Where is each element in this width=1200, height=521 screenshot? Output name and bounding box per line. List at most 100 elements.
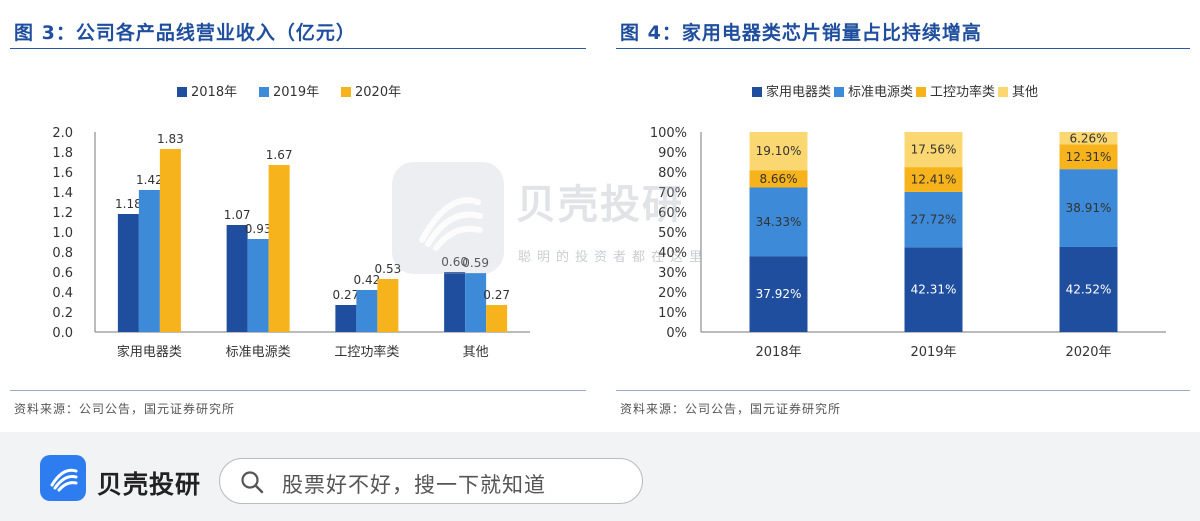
watermark-logo xyxy=(392,162,504,274)
data-label: 38.91% xyxy=(1066,201,1112,215)
brand-name[interactable]: 贝壳投研 xyxy=(97,470,202,499)
y-tick-label: 1.8 xyxy=(52,146,73,161)
bar xyxy=(138,190,160,332)
search-icon[interactable] xyxy=(240,470,264,494)
right-chart-title: 图 4：家用电器类芯片销量占比持续增高 xyxy=(620,22,982,44)
bar xyxy=(159,149,181,332)
y-tick-label: 100% xyxy=(650,126,687,141)
x-tick-label: 家用电器类 xyxy=(117,344,182,360)
left-bar-chart: 2018年 2019年 2020年 0.0 0.2 0.4 0.6 0.8 1.0 1.2 1.4 1… xyxy=(52,85,530,360)
bar xyxy=(486,305,508,332)
data-label: 0.42 xyxy=(354,273,381,287)
data-label: 0.53 xyxy=(375,262,402,276)
y-tick-label: 0.8 xyxy=(52,246,73,261)
legend-swatch xyxy=(752,87,762,97)
legend-label: 标准电源类 xyxy=(848,85,913,100)
stacked-bar-segment xyxy=(749,256,808,332)
legend-label: 其他 xyxy=(1012,85,1038,100)
y-tick-label: 1.6 xyxy=(52,166,73,181)
source-rule xyxy=(616,390,1190,391)
stacked-bar-segment xyxy=(904,132,963,168)
shell-logo-icon[interactable] xyxy=(40,455,86,501)
data-label: 42.52% xyxy=(1066,282,1112,296)
legend-swatch xyxy=(259,87,269,97)
title-rule xyxy=(616,48,1190,49)
data-label: 1.42 xyxy=(136,173,163,187)
legend-swatch xyxy=(998,87,1008,97)
data-label: 12.31% xyxy=(1066,150,1112,164)
stacked-bar-segment xyxy=(1059,246,1118,332)
stacked-bar-segment xyxy=(749,170,808,188)
left-figure: 图 3：公司各产品线营业收入（亿元） 2018年 2019年 2020年 0.0 0.2… xyxy=(0,0,596,432)
y-tick-label: 0.6 xyxy=(52,266,73,281)
y-tick-label: 1.2 xyxy=(52,206,73,221)
stacked-bar-segment xyxy=(1059,144,1118,170)
legend-label: 2020年 xyxy=(355,85,401,100)
legend-label: 工控功率类 xyxy=(930,84,995,100)
data-label: 6.26% xyxy=(1069,131,1107,145)
y-tick-label: 50% xyxy=(658,226,687,241)
y-tick-label: 1.4 xyxy=(52,186,73,201)
data-label: 27.72% xyxy=(911,213,957,227)
data-label: 8.66% xyxy=(759,172,797,186)
shell-watermark-icon xyxy=(419,197,483,251)
y-tick-label: 70% xyxy=(658,186,687,201)
y-tick-label: 20% xyxy=(658,286,687,301)
y-tick-label: 60% xyxy=(658,206,687,221)
y-tick-label: 80% xyxy=(658,166,687,181)
bar xyxy=(117,214,139,332)
data-label: 0.59 xyxy=(462,256,489,270)
stacked-bar-segment xyxy=(749,187,808,257)
data-label: 19.10% xyxy=(756,144,802,158)
y-tick-label: 90% xyxy=(658,146,687,161)
bar xyxy=(335,305,357,332)
search-placeholder: 股票好不好，搜一下就知道 xyxy=(282,473,546,497)
search-input[interactable]: 股票好不好，搜一下就知道 xyxy=(219,458,643,504)
legend-swatch xyxy=(916,87,926,97)
legend-swatch xyxy=(177,87,187,97)
data-label: 1.18 xyxy=(115,197,142,211)
y-tick-label: 2.0 xyxy=(52,126,73,141)
x-tick-label: 2019年 xyxy=(910,345,956,360)
data-label: 0.27 xyxy=(333,288,360,302)
bar xyxy=(465,273,487,332)
bar xyxy=(226,225,248,332)
data-label: 17.56% xyxy=(911,143,957,157)
legend-label: 家用电器类 xyxy=(766,84,831,100)
source-rule xyxy=(10,390,586,391)
legend-swatch xyxy=(341,87,351,97)
data-label: 42.31% xyxy=(911,283,957,297)
x-tick-label: 工控功率类 xyxy=(334,344,399,360)
legend-label: 2019年 xyxy=(273,85,319,100)
left-chart-title: 图 3：公司各产品线营业收入（亿元） xyxy=(14,22,356,44)
bottom-bar: 贝壳投研 股票好不好，搜一下就知道 xyxy=(0,432,1200,521)
data-label: 1.07 xyxy=(224,208,251,222)
data-label: 0.60 xyxy=(441,255,468,269)
x-tick-label: 其他 xyxy=(463,345,489,360)
title-rule xyxy=(10,48,586,49)
data-label: 34.33% xyxy=(756,215,802,229)
y-tick-label: 0.0 xyxy=(52,326,73,341)
stacked-bar-segment xyxy=(1059,132,1118,145)
bar xyxy=(268,165,290,332)
stacked-bar-segment xyxy=(904,167,963,192)
left-source: 资料来源：公司公告，国元证券研究所 xyxy=(14,402,236,416)
y-tick-label: 40% xyxy=(658,246,687,261)
bar xyxy=(356,290,378,332)
data-label: 1.83 xyxy=(157,132,184,146)
legend-label: 2018年 xyxy=(191,85,237,100)
right-source: 资料来源：公司公告，国元证券研究所 xyxy=(620,402,842,416)
data-label: 0.93 xyxy=(245,222,272,236)
bar xyxy=(444,272,466,332)
bar xyxy=(377,279,399,332)
stacked-bar-segment xyxy=(749,131,808,171)
y-tick-label: 0% xyxy=(666,326,687,341)
right-stacked-bar-chart: 家用电器类 标准电源类 工控功率类 其他 0% 10% 20% 30% 40% 50% 60% 70%… xyxy=(650,84,1166,360)
stacked-bar-segment xyxy=(904,247,963,332)
y-tick-label: 1.0 xyxy=(52,226,73,241)
bar xyxy=(247,239,269,332)
y-tick-label: 10% xyxy=(658,306,687,321)
x-tick-label: 2018年 xyxy=(755,345,801,360)
watermark-subtext: 聪明的投资者都在这里 xyxy=(518,250,709,265)
legend-swatch xyxy=(834,87,844,97)
